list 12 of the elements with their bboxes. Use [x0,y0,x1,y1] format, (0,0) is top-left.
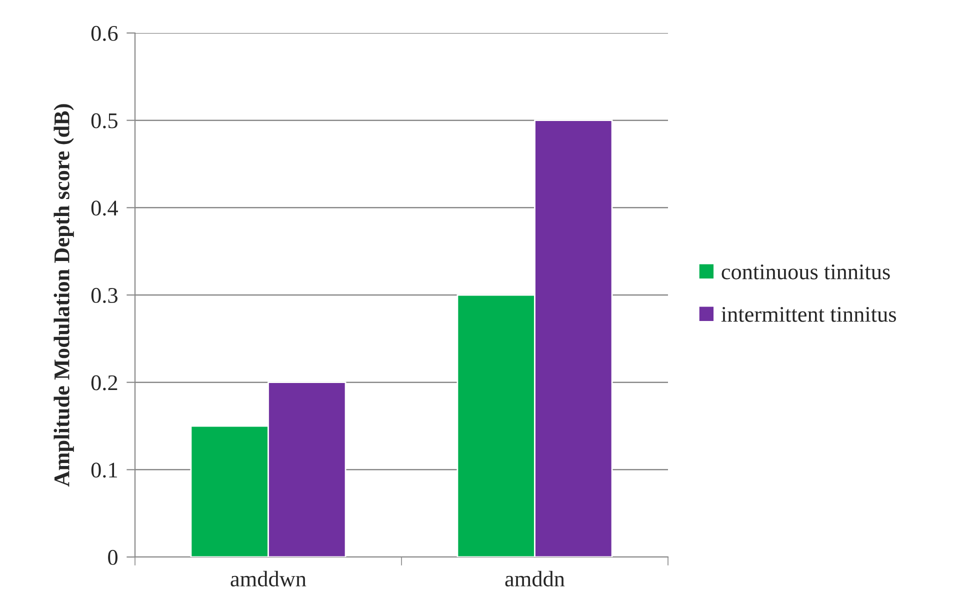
y-tick-label: 0.6 [91,26,118,42]
y-tick-label: 0.4 [91,200,118,216]
y-tick-label: 0.2 [91,375,118,390]
y-tick-label: 0.5 [91,113,118,128]
legend-label: intermittent tinnitus [721,306,896,322]
y-axis-title: Amplitude Modulation Depth score (dB) [54,104,74,487]
x-tick-label: amddn [505,570,565,587]
x-tick-label: amddwn [230,570,306,587]
y-tick-label: 0.1 [91,462,117,478]
y-tick-label: 0 [108,550,118,565]
legend-label: continuous tinnitus [722,264,890,280]
y-tick-label: 0.3 [91,288,118,304]
